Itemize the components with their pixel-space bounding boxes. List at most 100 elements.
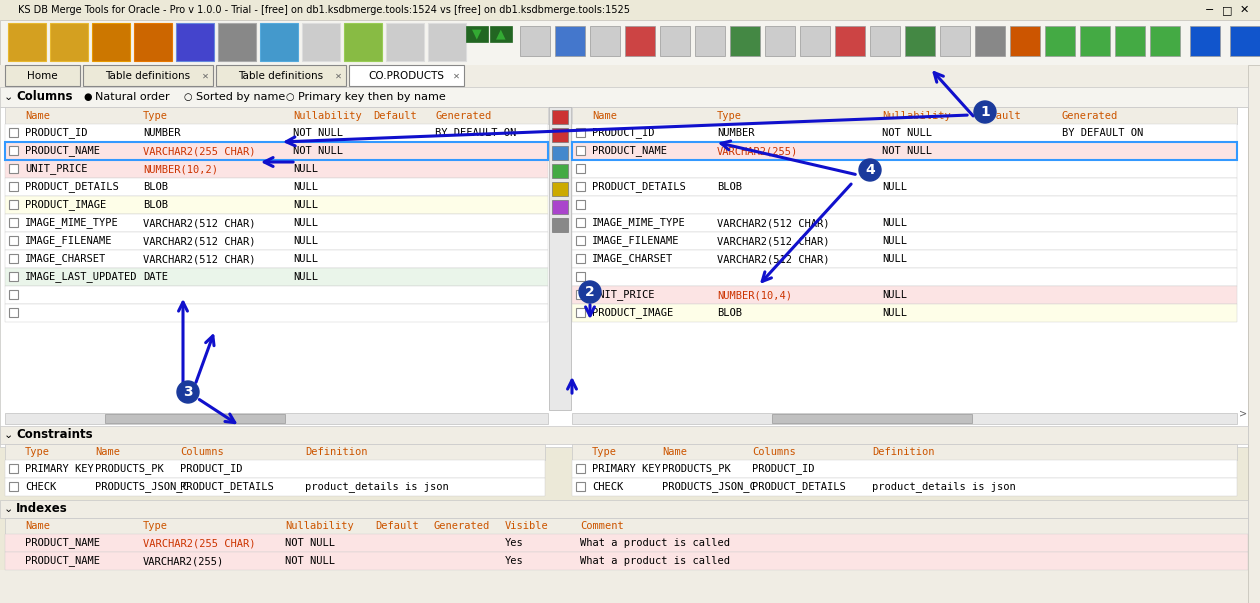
Bar	[1115, 26, 1145, 56]
Text: Indexes: Indexes	[16, 502, 68, 516]
Text: ▲: ▲	[496, 28, 505, 40]
Text: >: >	[1239, 408, 1247, 418]
Bar	[50, 23, 88, 61]
Bar	[572, 214, 1237, 232]
Text: NUMBER(10,4): NUMBER(10,4)	[717, 290, 793, 300]
Bar	[975, 26, 1005, 56]
Bar	[552, 164, 568, 178]
Bar	[572, 142, 1237, 160]
Text: product_details is json: product_details is json	[305, 482, 449, 493]
Bar	[9, 236, 18, 245]
Bar	[696, 26, 724, 56]
Bar	[552, 110, 568, 124]
Text: VARCHAR2(512 CHAR): VARCHAR2(512 CHAR)	[142, 218, 256, 228]
Text: What a product is called: What a product is called	[580, 538, 730, 548]
Text: PRODUCT_NAME: PRODUCT_NAME	[25, 537, 100, 549]
Text: ○: ○	[184, 92, 193, 102]
Bar	[5, 232, 548, 250]
Text: NOT NULL: NOT NULL	[294, 128, 343, 138]
Text: Table definitions: Table definitions	[238, 71, 324, 81]
Text: CHECK: CHECK	[592, 482, 624, 492]
Text: IMAGE_FILENAME: IMAGE_FILENAME	[592, 236, 679, 247]
Circle shape	[580, 281, 601, 303]
Text: What a product is called: What a product is called	[580, 556, 730, 566]
Circle shape	[176, 381, 199, 403]
Text: NULL: NULL	[882, 218, 907, 228]
Text: Nullability: Nullability	[882, 111, 951, 121]
Bar	[9, 308, 18, 317]
Bar	[800, 26, 830, 56]
Bar	[5, 518, 1247, 534]
Text: NULL: NULL	[294, 236, 318, 246]
Text: BY DEFAULT ON: BY DEFAULT ON	[435, 128, 517, 138]
Bar	[772, 414, 971, 423]
Text: VARCHAR2(255): VARCHAR2(255)	[142, 556, 224, 566]
Bar	[590, 26, 620, 56]
Text: PRODUCTS_JSON_C: PRODUCTS_JSON_C	[662, 482, 756, 493]
Text: VARCHAR2(512 CHAR): VARCHAR2(512 CHAR)	[142, 254, 256, 264]
Bar	[552, 218, 568, 232]
Text: Constraints: Constraints	[16, 429, 93, 441]
Text: 4: 4	[866, 163, 874, 177]
Bar	[5, 65, 79, 86]
Text: Columns: Columns	[16, 90, 73, 104]
Text: NOT NULL: NOT NULL	[882, 146, 932, 156]
Text: ⌄: ⌄	[4, 92, 13, 102]
Text: Columns: Columns	[752, 447, 796, 457]
Bar	[5, 304, 548, 322]
Text: Columns: Columns	[180, 447, 224, 457]
Bar	[9, 200, 18, 209]
Text: NULL: NULL	[882, 308, 907, 318]
Text: PRODUCT_ID: PRODUCT_ID	[180, 464, 242, 475]
Text: Yes: Yes	[505, 538, 524, 548]
Text: PRODUCT_DETAILS: PRODUCT_DETAILS	[592, 182, 685, 192]
Bar	[572, 286, 1237, 304]
Text: Generated: Generated	[435, 111, 491, 121]
Bar	[730, 26, 760, 56]
Bar	[576, 272, 585, 281]
Text: Default: Default	[373, 111, 417, 121]
Bar	[0, 65, 1260, 87]
Text: BLOB: BLOB	[717, 308, 742, 318]
Circle shape	[974, 101, 995, 123]
Bar	[552, 200, 568, 214]
Bar	[5, 214, 548, 232]
Text: DATE: DATE	[142, 272, 168, 282]
Text: Name: Name	[25, 111, 50, 121]
Bar	[572, 178, 1237, 196]
Bar	[552, 182, 568, 196]
Text: VARCHAR2(512 CHAR): VARCHAR2(512 CHAR)	[717, 218, 829, 228]
Bar	[1189, 26, 1220, 56]
Bar	[218, 23, 256, 61]
Text: NULL: NULL	[882, 290, 907, 300]
Text: Comment: Comment	[580, 521, 624, 531]
Bar	[576, 236, 585, 245]
Bar	[8, 23, 47, 61]
Text: VARCHAR2(512 CHAR): VARCHAR2(512 CHAR)	[717, 236, 829, 246]
Text: NULL: NULL	[294, 164, 318, 174]
Text: BY DEFAULT ON: BY DEFAULT ON	[1062, 128, 1143, 138]
Bar	[905, 26, 935, 56]
Text: ✕: ✕	[452, 72, 460, 80]
Bar	[576, 182, 585, 191]
Bar	[576, 218, 585, 227]
Text: Name: Name	[25, 521, 50, 531]
Bar	[5, 268, 548, 286]
Bar	[572, 460, 1237, 478]
Text: PRODUCTS_JSON_C: PRODUCTS_JSON_C	[94, 482, 189, 493]
Bar	[576, 482, 585, 491]
Text: PRODUCT_DETAILS: PRODUCT_DETAILS	[752, 482, 845, 493]
Bar	[5, 460, 546, 478]
Text: Default: Default	[976, 111, 1021, 121]
Text: VARCHAR2(255 CHAR): VARCHAR2(255 CHAR)	[142, 146, 256, 156]
Bar	[572, 160, 1237, 178]
Bar	[5, 444, 546, 460]
Bar	[105, 414, 285, 423]
Bar	[572, 268, 1237, 286]
Text: NOT NULL: NOT NULL	[285, 556, 335, 566]
Text: VARCHAR2(512 CHAR): VARCHAR2(512 CHAR)	[142, 236, 256, 246]
Bar	[576, 146, 585, 155]
Bar	[1230, 26, 1260, 56]
Bar	[344, 23, 382, 61]
Bar	[552, 146, 568, 160]
